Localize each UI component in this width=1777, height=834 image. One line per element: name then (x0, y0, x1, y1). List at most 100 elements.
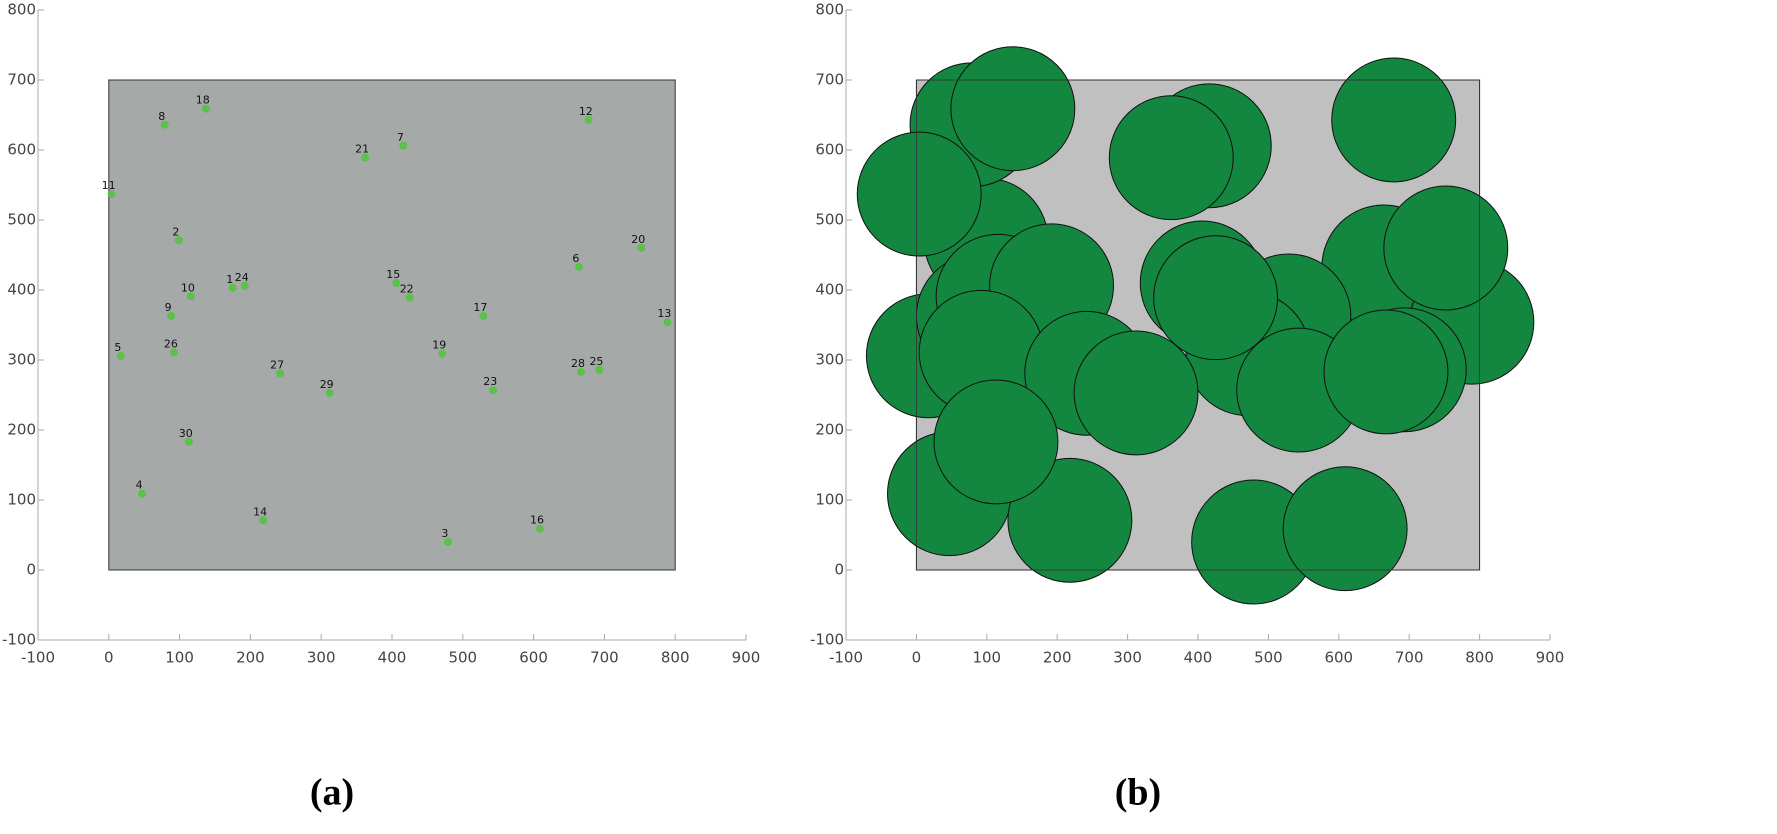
point-label: 24 (235, 271, 249, 284)
point (663, 318, 672, 327)
point-label: 23 (483, 375, 497, 388)
x-tick-label: 0 (104, 649, 114, 667)
point (167, 311, 176, 320)
point (399, 141, 408, 150)
field (108, 79, 676, 571)
disk (1282, 466, 1408, 592)
y-tick-label: 400 (7, 281, 36, 299)
point-label: 6 (572, 252, 579, 265)
point-label: 14 (253, 505, 267, 518)
point (107, 190, 116, 199)
point-label: 10 (181, 281, 195, 294)
point-label: 29 (320, 378, 334, 391)
point (535, 524, 544, 533)
point (325, 388, 334, 397)
point (138, 489, 147, 498)
x-tick-label: 900 (1536, 649, 1565, 667)
point-label: 8 (158, 110, 165, 123)
point (574, 262, 583, 271)
y-tick-label: 200 (7, 421, 36, 439)
point (443, 538, 452, 546)
point-label: 4 (136, 479, 143, 492)
point (228, 283, 237, 292)
point (116, 351, 125, 360)
x-tick-label: 700 (1395, 649, 1424, 667)
x-tick-label: -100 (21, 649, 55, 667)
x-tick-label: 800 (1465, 649, 1494, 667)
point (276, 369, 285, 378)
point (240, 281, 249, 290)
x-tick-label: 300 (307, 649, 336, 667)
x-tick-label: 200 (1043, 649, 1072, 667)
x-tick-label: 300 (1113, 649, 1142, 667)
point-label: 19 (432, 339, 446, 352)
y-tick-label: 400 (815, 281, 844, 299)
x-tick-label: 900 (732, 649, 761, 667)
y-tick-label: 800 (7, 1, 36, 19)
disk (1108, 95, 1234, 221)
disk (1383, 185, 1509, 311)
point-label: 15 (386, 268, 400, 281)
point-label: 16 (530, 514, 544, 527)
y-tick-label: 500 (815, 211, 844, 229)
x-tick-label: -100 (829, 649, 863, 667)
disk (1153, 235, 1279, 361)
x-tick-label: 500 (1254, 649, 1283, 667)
point-label: 27 (270, 358, 284, 371)
y-tick-label: 0 (834, 561, 844, 579)
point-label: 1 (226, 273, 233, 286)
point-label: 7 (397, 131, 404, 144)
disk (856, 131, 982, 257)
caption: (b) (1115, 772, 1161, 814)
y-tick-label: 600 (7, 141, 36, 159)
y-tick-label: 700 (815, 71, 844, 89)
y-tick-label: 300 (815, 351, 844, 369)
x-tick-label: 100 (165, 649, 194, 667)
point-label: 25 (589, 355, 603, 368)
point-label: 13 (657, 307, 671, 320)
point-label: 18 (196, 94, 210, 107)
point (489, 386, 498, 395)
point (160, 120, 169, 129)
point (201, 104, 210, 113)
point (174, 236, 183, 245)
point (405, 293, 414, 302)
point-label: 28 (571, 357, 585, 370)
point-label: 20 (631, 233, 645, 246)
point-label: 30 (179, 427, 193, 440)
point (637, 244, 646, 252)
y-tick-label: 500 (7, 211, 36, 229)
point (595, 365, 604, 374)
point-label: 22 (400, 283, 414, 296)
point (479, 311, 488, 320)
point (584, 115, 593, 124)
y-tick-label: -100 (2, 631, 36, 649)
point-label: 2 (172, 225, 179, 238)
point (259, 516, 268, 525)
point (184, 437, 193, 446)
x-tick-label: 200 (236, 649, 265, 667)
x-tick-label: 100 (972, 649, 1001, 667)
disk (1073, 330, 1199, 456)
point (361, 153, 370, 162)
y-tick-label: 100 (815, 491, 844, 509)
point (577, 367, 586, 376)
x-tick-label: 500 (448, 649, 477, 667)
point-label: 17 (473, 301, 487, 314)
y-tick-label: 200 (815, 421, 844, 439)
x-tick-label: 0 (912, 649, 922, 667)
point (169, 348, 178, 357)
y-tick-label: 600 (815, 141, 844, 159)
point-label: 12 (579, 105, 593, 118)
disk (1007, 457, 1133, 583)
point (392, 279, 401, 287)
point (186, 292, 195, 301)
disk (933, 379, 1059, 505)
y-tick-label: -100 (810, 631, 844, 649)
point-label: 3 (441, 527, 448, 540)
x-tick-label: 600 (519, 649, 548, 667)
disk (1331, 57, 1457, 183)
disk (1323, 309, 1449, 435)
point-label: 11 (102, 179, 116, 192)
field-outline (916, 79, 1481, 571)
